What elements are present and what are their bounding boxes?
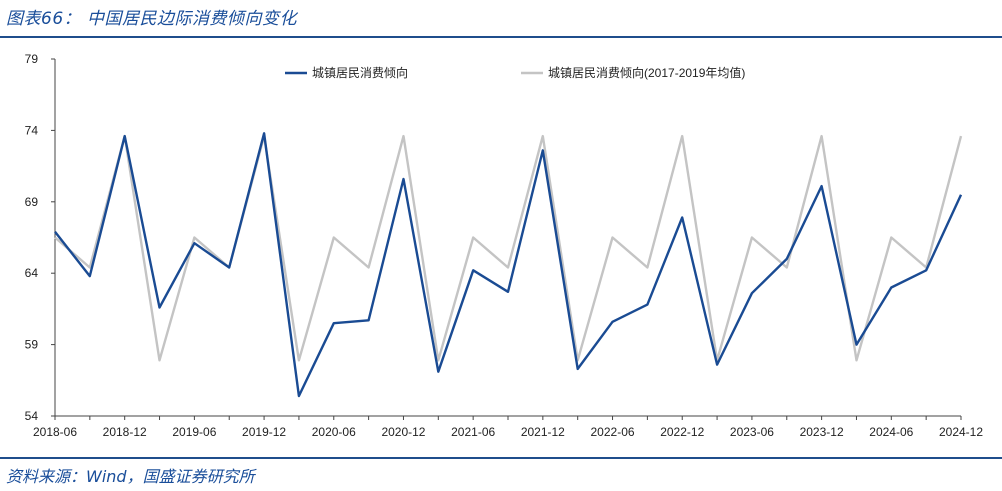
series-line-urban-propensity [54,132,963,398]
x-tick-label: 2024-06 [869,425,913,439]
x-tick-label: 2022-06 [591,425,635,439]
x-tick-label: 2021-06 [451,425,495,439]
header-rule [0,36,1002,38]
source-note: 资料来源：Wind，国盛证券研究所 [6,467,255,486]
x-tick-label: 2023-12 [800,425,844,439]
y-tick-label: 59 [25,338,39,352]
figure-title: 图表66： 中国居民边际消费倾向变化 [6,9,298,29]
legend-label: 城镇居民消费倾向(2017-2019年均值) [548,65,745,80]
x-tick-label: 2022-12 [660,425,704,439]
legend: 城镇居民消费倾向 城镇居民消费倾向(2017-2019年均值) [285,65,745,80]
series-line-2017-2019-average [54,134,963,362]
legend-label: 城镇居民消费倾向 [312,65,408,80]
y-tick-label: 79 [25,52,39,66]
y-tick-label: 74 [25,123,39,137]
series-lines [54,132,963,398]
x-tick-label: 2020-12 [381,425,425,439]
x-tick-label: 2018-06 [33,425,77,439]
footer-rule [0,457,1002,459]
y-tick-label: 69 [25,195,39,209]
x-tick-label: 2024-12 [939,425,983,439]
y-tick-label: 54 [25,409,39,423]
x-tick-label: 2019-06 [172,425,216,439]
x-tick-label: 2020-06 [312,425,356,439]
y-tick-label: 64 [25,266,39,280]
x-tick-label: 2021-12 [521,425,565,439]
x-tick-label: 2018-12 [103,425,147,439]
x-tick-label: 2019-12 [242,425,286,439]
axes: 54 59 64 69 74 79 2018-06 2018-12 2019-06 2019-12… [25,52,984,439]
x-tick-label: 2023-06 [730,425,774,439]
